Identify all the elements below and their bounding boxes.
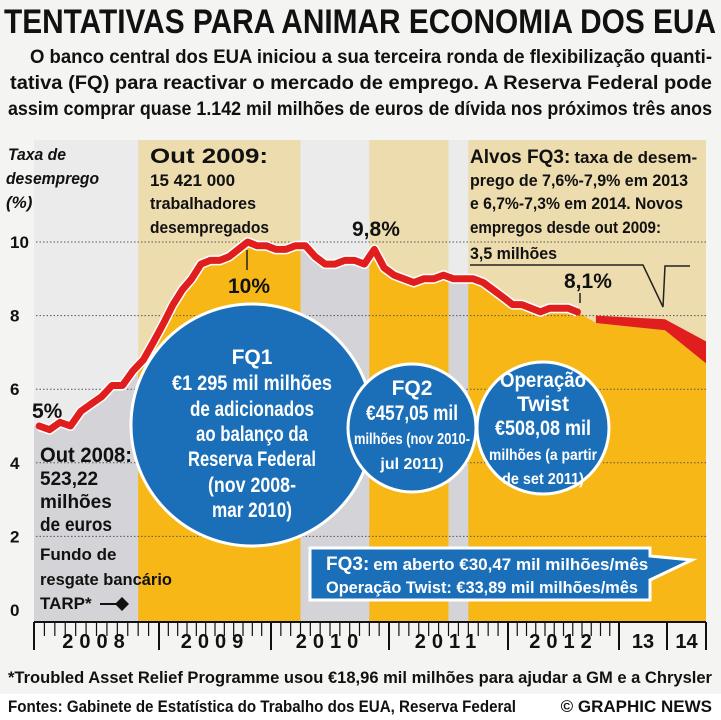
bubble-text: mar 2010) bbox=[212, 499, 292, 522]
y-tick-label: 6 bbox=[10, 380, 19, 399]
bubble-text: de adicionados bbox=[190, 398, 314, 421]
unemployment-line bbox=[35, 238, 581, 434]
alvos-line: e 6,7%-7,3% em 2014. Novos bbox=[470, 194, 683, 213]
x-year-label: 2009 bbox=[181, 631, 250, 653]
bubble-twist: Operação Twist €508,08 mil milhões (a pa… bbox=[475, 360, 611, 496]
out2008-line: resgate bancário bbox=[40, 570, 172, 589]
x-axis: 2008 2009 2010 2011 2012 13 14 bbox=[33, 621, 707, 653]
alvos-line: prego de 7,6%-7,9% em 2013 bbox=[470, 171, 688, 190]
x-year-label: 14 bbox=[675, 631, 698, 653]
callout-box bbox=[308, 546, 698, 602]
alvos-line: taxa de desem- bbox=[574, 148, 697, 167]
out2008-line: milhões bbox=[40, 492, 112, 513]
y-axis-label-3: (%) bbox=[6, 193, 33, 212]
bubble-fq2: FQ2 €457,05 mil milhões (nov 2010- jul 2… bbox=[346, 362, 478, 494]
y-tick-label: 4 bbox=[10, 454, 20, 473]
alvos-heading-bold: Alvos FQ3: bbox=[470, 147, 570, 168]
callout-line-1: FQ3: em aberto €30,47 mil milhões/mês bbox=[326, 554, 648, 575]
x-year-label: 2011 bbox=[415, 631, 482, 653]
target-pointer-line bbox=[470, 264, 690, 308]
x-year-label: 13 bbox=[632, 631, 654, 653]
label-peak-98: 9,8% bbox=[352, 218, 400, 241]
bubble-twist-circle bbox=[475, 360, 611, 496]
subtitle-line-3: assim comprar quase 1.142 mil milhões de… bbox=[8, 99, 712, 120]
x-year-label: 2010 bbox=[296, 631, 365, 653]
projection-band bbox=[595, 315, 706, 364]
subtitle-line-2: tativa (FQ) para reactivar o mercado de … bbox=[10, 73, 712, 94]
credit: © GRAPHIC NEWS bbox=[561, 697, 712, 716]
y-tick-label: 10 bbox=[10, 233, 29, 252]
bubble-fq1: FQ1 €1 295 mil milhões de adicionados ao… bbox=[129, 302, 375, 548]
label-last-81: 8,1% bbox=[564, 270, 612, 293]
y-axis-label-2: desemprego bbox=[6, 169, 99, 188]
bubble-text: FQ1 bbox=[232, 346, 273, 369]
label-peak-10: 10% bbox=[228, 275, 270, 298]
bubble-text: Operação bbox=[500, 369, 586, 392]
out2008-line: TARP* bbox=[40, 594, 92, 613]
bubble-text: FQ2 bbox=[392, 377, 433, 400]
subtitle-line-1: O banco central dos EUA iniciou a sua te… bbox=[30, 47, 712, 68]
y-tick-label: 0 bbox=[10, 601, 19, 620]
y-axis-label-1: Taxa de bbox=[8, 145, 66, 164]
callout-line-2: Operação Twist: €33,89 mil milhões/mês bbox=[326, 578, 638, 597]
bubble-text: Twist bbox=[517, 393, 569, 416]
footer-background bbox=[0, 694, 721, 720]
bubble-text: milhões (nov 2010- bbox=[354, 431, 470, 448]
bubble-text: €1 295 mil milhões bbox=[172, 372, 332, 395]
out2008-line: Fundo de bbox=[40, 545, 116, 564]
out2008-line: 523,22 bbox=[40, 469, 98, 490]
alvos-line: 3,5 milhões bbox=[470, 244, 557, 263]
bubble-text: Reserva Federal bbox=[188, 448, 316, 471]
y-tick-label: 8 bbox=[10, 307, 19, 326]
bubble-text: milhões (a partir bbox=[489, 447, 597, 464]
tarp-diamond-icon bbox=[115, 597, 129, 611]
bubble-text: ao balanço da bbox=[196, 423, 308, 446]
out2008-line: de euros bbox=[40, 515, 112, 536]
out2009-heading: Out 2009: bbox=[150, 145, 268, 168]
page-title: TENTATIVAS PARA ANIMAR ECONOMIA DOS EUA bbox=[4, 3, 716, 41]
y-tick-label: 2 bbox=[10, 527, 19, 546]
bubble-text: €457,05 mil bbox=[366, 402, 458, 425]
callout-bold: FQ3: bbox=[326, 554, 369, 575]
out2009-line: desempregados bbox=[150, 218, 269, 237]
out2008-heading: Out 2008: bbox=[40, 444, 132, 467]
fq3-callout: FQ3: em aberto €30,47 mil milhões/mês Ope… bbox=[308, 546, 698, 602]
x-year-label: 2008 bbox=[62, 631, 131, 653]
bubble-text: de set 2011) bbox=[502, 471, 584, 488]
bubble-text: jul 2011) bbox=[379, 456, 443, 473]
y-tick-labels: 10 8 6 4 2 0 bbox=[10, 233, 29, 620]
out2009-line: 15 421 000 bbox=[150, 171, 235, 190]
footnote: *Troubled Asset Relief Programme usou €1… bbox=[8, 668, 712, 687]
label-start-5: 5% bbox=[32, 400, 63, 423]
out2009-line: trabalhadores bbox=[150, 194, 256, 213]
alvos-line: empregos desde out 2009: bbox=[470, 218, 661, 237]
alvos-heading: Alvos FQ3: taxa de desem- bbox=[470, 147, 697, 168]
bubble-text: €508,08 mil bbox=[495, 417, 591, 440]
callout-text: em aberto €30,47 mil milhões/mês bbox=[373, 555, 648, 574]
x-year-label: 2012 bbox=[529, 631, 598, 653]
sources: Fontes: Gabinete de Estatística do Traba… bbox=[8, 697, 516, 716]
bubble-text: (nov 2008- bbox=[208, 474, 296, 497]
